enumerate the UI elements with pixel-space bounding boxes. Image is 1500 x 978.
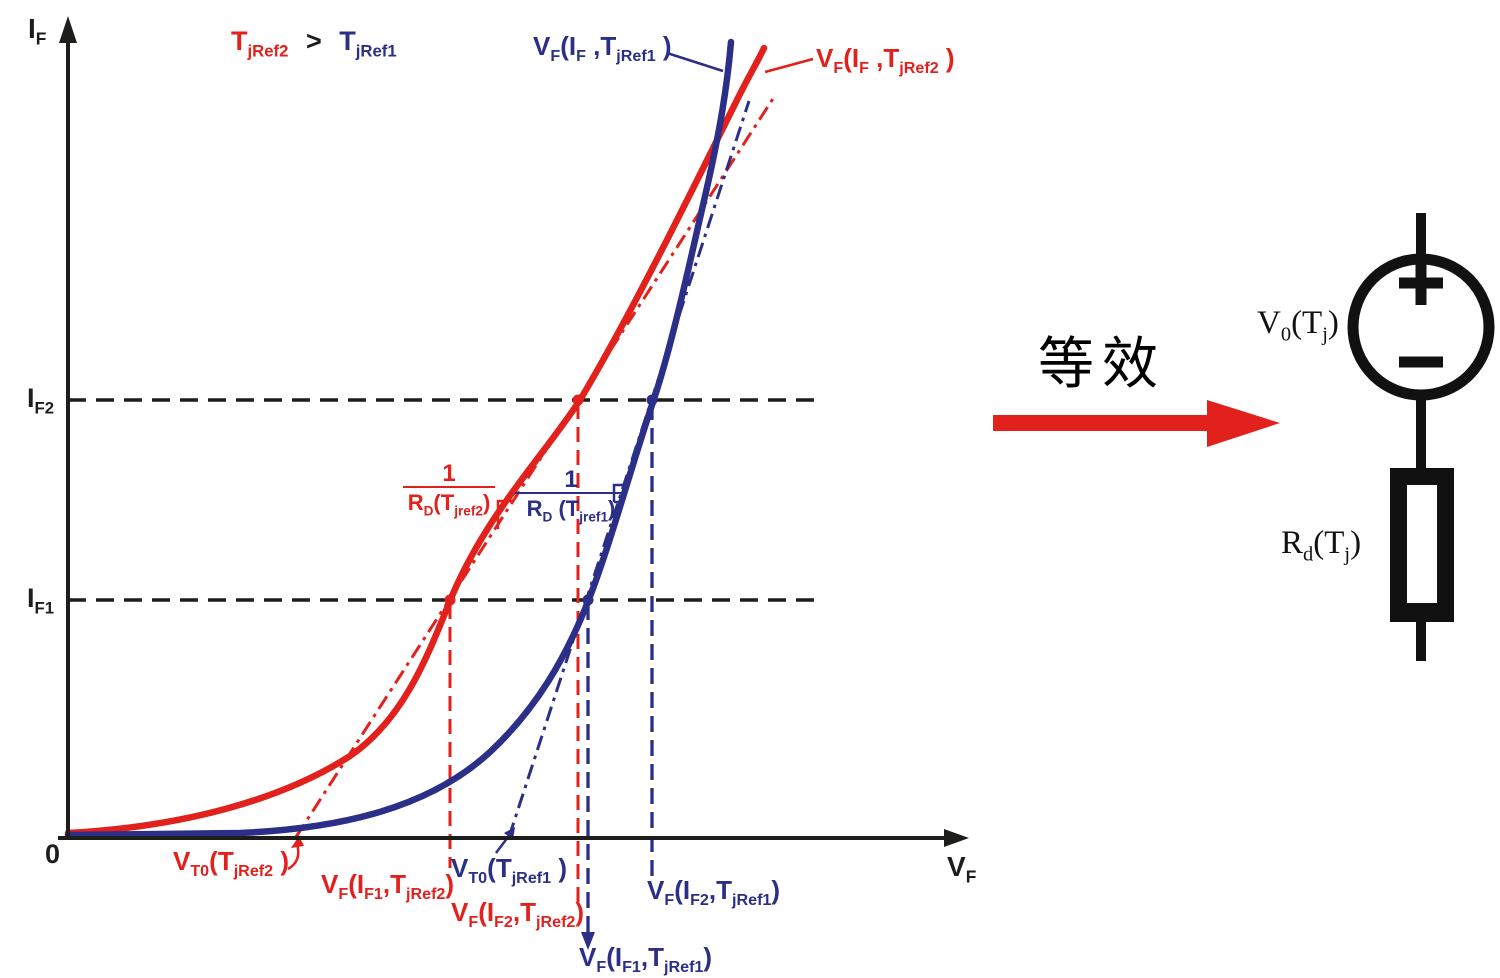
red-slope-numerator: 1 (442, 460, 456, 487)
red-vt0-arrowhead (291, 836, 304, 848)
equivalence-arrow-shaft (993, 415, 1209, 431)
if2-tick-label: IF2 (27, 383, 55, 418)
blue-curve-label-leader (666, 51, 724, 73)
red-vt0-label: VT0(TjRef2 ) (173, 846, 289, 881)
blue-slope-triangle (612, 483, 627, 502)
red-vt0-pointer (287, 843, 300, 871)
temp-tjref1-label: TjRef1 (339, 26, 397, 61)
blue-slope-numerator: 1 (564, 466, 578, 493)
blue-if1-point (582, 594, 594, 606)
blue-vf-if1-label: VF(IF1,TjRef1) (579, 942, 713, 977)
if1-tick-label: IF1 (27, 583, 55, 618)
equivalence-caption: 等效 (1038, 332, 1166, 397)
temp-tjref2-label: TjRef2 (231, 26, 289, 61)
red-if1-point (444, 594, 456, 606)
y-axis-label: IF (28, 13, 47, 49)
red-curve-label: VF(IF ,TjRef2 ) (816, 43, 955, 78)
red-slope-fraction: 1 RD(Tjref2) (403, 460, 495, 518)
x-axis-label: VF (947, 851, 977, 887)
greater-than-sign: > (305, 26, 322, 56)
blue-vf-if2-label: VF(IF2,TjRef1) (647, 875, 781, 910)
red-iv-curve-tjref2 (64, 44, 768, 837)
blue-curve-label: VF(IF ,TjRef1 ) (533, 31, 672, 66)
red-curve-label-leader (764, 57, 814, 74)
blue-slope-fraction: 1 RD (Tjref1) (515, 466, 627, 524)
red-vf-if1-label: VF(IF1,TjRef2) (321, 869, 455, 904)
blue-if2-point (646, 394, 658, 406)
blue-slope-denominator: RD (Tjref1) (515, 492, 627, 524)
red-vf-if2-label: VF(IF2,TjRef2) (451, 897, 585, 932)
resistor-label: Rd(Tj) (1281, 525, 1362, 566)
y-axis-arrowhead (59, 16, 77, 43)
red-slope-denominator: RD(Tjref2) (403, 486, 495, 518)
blue-iv-curve-tjref1 (64, 38, 735, 839)
red-tangent-dashdot-line (294, 93, 778, 838)
voltage-source-label: V0(Tj) (1257, 305, 1339, 346)
blue-projection-arrowhead (581, 932, 595, 950)
red-if2-point (572, 394, 584, 406)
temperature-inequality: TjRef2 > TjRef1 (231, 26, 397, 61)
equivalence-arrowhead (1207, 400, 1280, 447)
origin-label: 0 (45, 839, 61, 869)
resistor-inner (1407, 485, 1437, 603)
blue-vt0-label: VT0(TjRef1 ) (451, 853, 567, 888)
plus-symbol (1399, 261, 1443, 305)
x-axis-arrowhead (944, 829, 969, 847)
red-slope-triangle (496, 499, 514, 529)
